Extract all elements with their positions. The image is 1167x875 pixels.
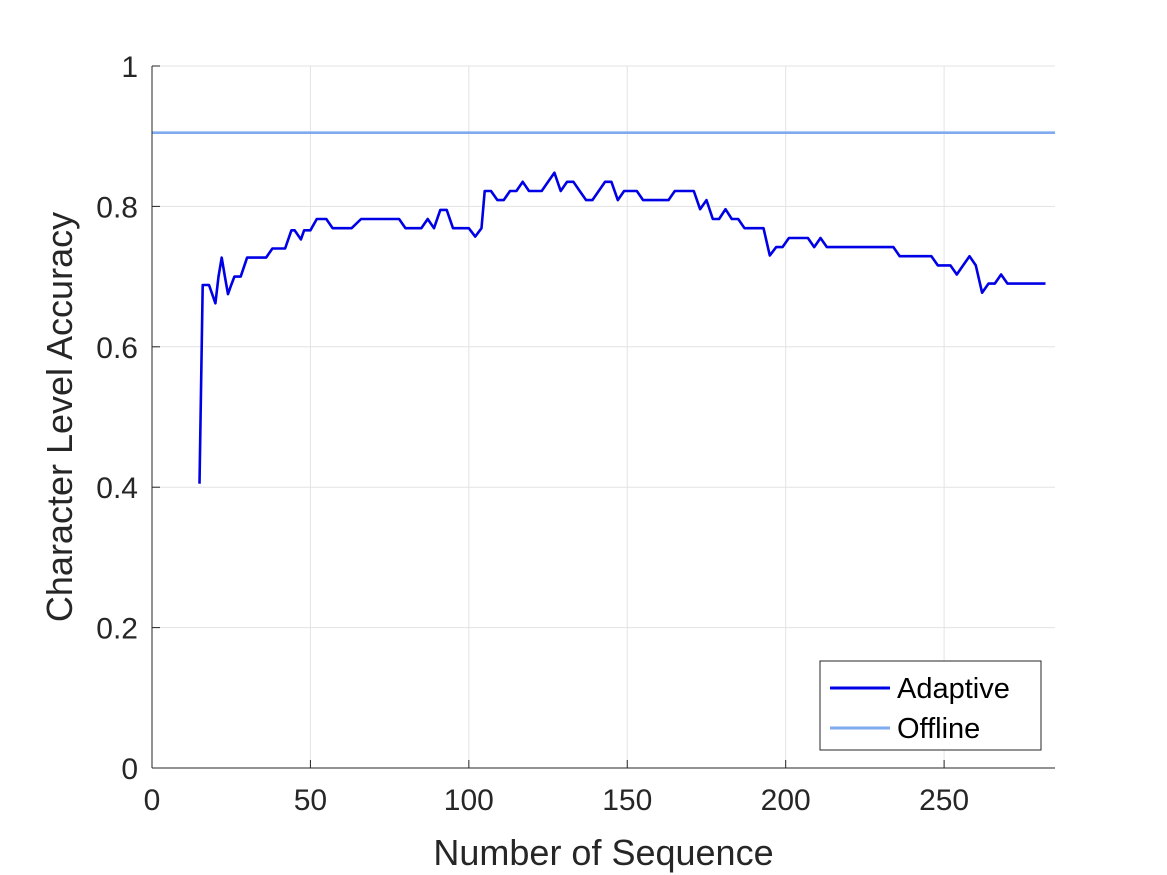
plot-series	[152, 131, 1055, 484]
x-tick-label: 100	[444, 784, 494, 817]
x-tick-label: 150	[602, 784, 652, 817]
y-tick-label: 0.2	[96, 613, 138, 646]
x-tick-label: 0	[144, 784, 161, 817]
legend-box	[819, 660, 1042, 751]
y-tick-label: 0.6	[96, 332, 138, 365]
y-tick-label: 0.4	[96, 472, 138, 505]
y-tick-label: 0	[121, 753, 138, 786]
legend: Adaptive Offline	[819, 660, 1042, 751]
x-tick-label: 200	[761, 784, 811, 817]
x-tick-label: 50	[294, 784, 327, 817]
legend-label-adaptive: Adaptive	[897, 673, 1010, 705]
x-axis-label: Number of Sequence	[433, 832, 773, 873]
y-tick-label: 1	[121, 51, 138, 84]
series-line-adaptive	[198, 171, 1046, 484]
y-tick-label: 0.8	[96, 191, 138, 224]
legend-label-offline: Offline	[897, 713, 980, 745]
axes	[151, 65, 1055, 769]
x-tick-label: 250	[919, 784, 969, 817]
tick-labels: 0 50 100 150 200 250 0 0.2 0.4 0.6 0.8 1	[96, 51, 969, 817]
y-axis-label: Character Level Accuracy	[39, 212, 80, 622]
